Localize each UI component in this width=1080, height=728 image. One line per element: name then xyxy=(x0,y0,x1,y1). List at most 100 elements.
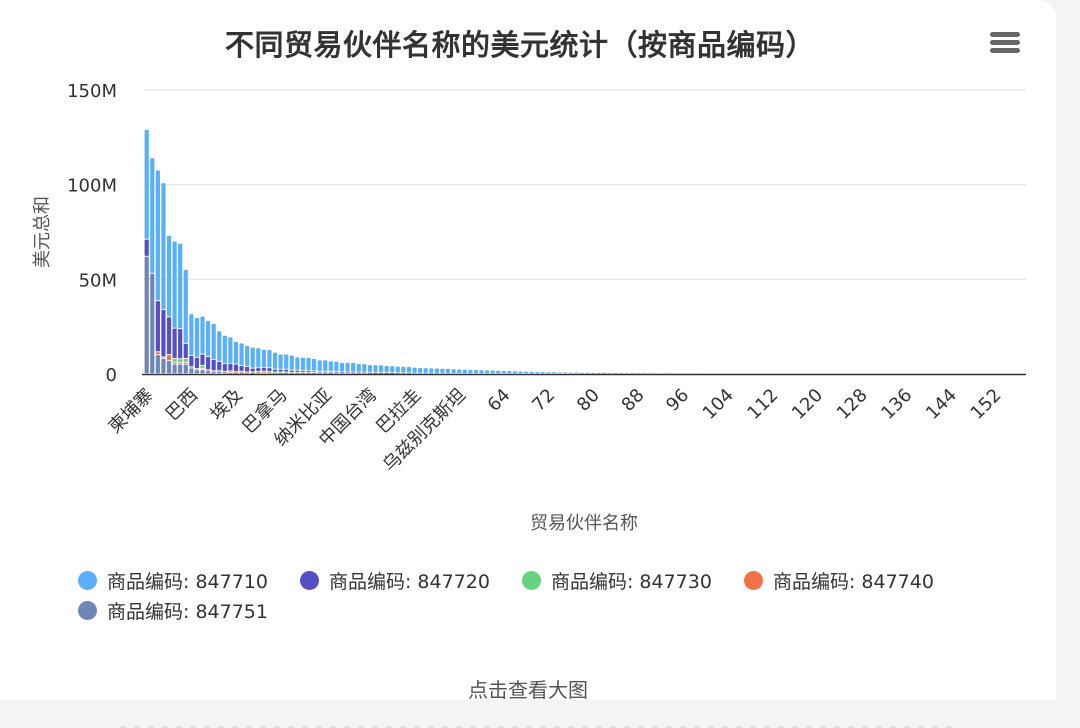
bar-segment[interactable] xyxy=(189,355,194,367)
bar-segment[interactable] xyxy=(155,301,160,352)
bar-segment[interactable] xyxy=(512,371,518,374)
bar-segment[interactable] xyxy=(323,371,328,373)
bar-segment[interactable] xyxy=(205,371,211,374)
bar-segment[interactable] xyxy=(334,372,339,373)
bar-segment[interactable] xyxy=(267,368,272,372)
bar-segment[interactable] xyxy=(406,366,412,373)
bar-segment[interactable] xyxy=(250,347,255,368)
bar-segment[interactable] xyxy=(418,367,423,373)
bar-segment[interactable] xyxy=(272,373,278,374)
bar-segment[interactable] xyxy=(261,349,266,367)
bar-segment[interactable] xyxy=(183,364,188,374)
bar-segment[interactable] xyxy=(172,328,177,359)
bar-segment[interactable] xyxy=(211,371,216,372)
bar-segment[interactable] xyxy=(233,341,239,364)
bar-segment[interactable] xyxy=(278,373,283,374)
bar-segment[interactable] xyxy=(261,371,266,373)
bar-segment[interactable] xyxy=(378,372,384,374)
bar-segment[interactable] xyxy=(245,372,250,374)
bar-segment[interactable] xyxy=(267,372,272,374)
bar-segment[interactable] xyxy=(144,256,149,374)
bar-segment[interactable] xyxy=(144,129,149,239)
bar-segment[interactable] xyxy=(434,368,439,373)
bar-segment[interactable] xyxy=(194,369,200,370)
bar-segment[interactable] xyxy=(289,370,294,373)
bar-segment[interactable] xyxy=(233,372,239,373)
bar-segment[interactable] xyxy=(183,358,188,362)
bar-segment[interactable] xyxy=(222,335,227,364)
bar-segment[interactable] xyxy=(172,364,177,374)
bar-segment[interactable] xyxy=(261,367,266,371)
bar-segment[interactable] xyxy=(222,371,227,373)
bar-segment[interactable] xyxy=(200,354,205,366)
bar-segment[interactable] xyxy=(546,372,551,374)
bar-segment[interactable] xyxy=(574,372,579,374)
bar-segment[interactable] xyxy=(295,372,300,374)
legend-item[interactable]: 商品编码: 847740 xyxy=(743,566,934,594)
bar-segment[interactable] xyxy=(362,372,367,374)
bar-segment[interactable] xyxy=(172,362,177,364)
bar-segment[interactable] xyxy=(451,369,456,374)
bar-segment[interactable] xyxy=(473,370,479,374)
bar-segment[interactable] xyxy=(300,357,306,371)
bar-segment[interactable] xyxy=(339,362,345,372)
bar-segment[interactable] xyxy=(278,354,283,369)
bar-segment[interactable] xyxy=(178,243,183,329)
bar-segment[interactable] xyxy=(462,369,467,374)
bar-segment[interactable] xyxy=(144,239,149,256)
bar-segment[interactable] xyxy=(239,371,244,373)
bar-segment[interactable] xyxy=(300,372,306,374)
bar-segment[interactable] xyxy=(166,355,172,360)
bar-segment[interactable] xyxy=(178,363,183,364)
bar-segment[interactable] xyxy=(334,361,339,372)
bar-segment[interactable] xyxy=(272,372,278,374)
bar-segment[interactable] xyxy=(211,359,216,371)
bar-segment[interactable] xyxy=(233,364,239,372)
bar-segment[interactable] xyxy=(317,371,322,373)
bar-segment[interactable] xyxy=(200,370,205,374)
bar-segment[interactable] xyxy=(189,367,194,368)
bar-segment[interactable] xyxy=(256,371,261,373)
bar-segment[interactable] xyxy=(272,352,278,369)
bar-segment[interactable] xyxy=(351,372,356,374)
bar-segment[interactable] xyxy=(317,373,322,374)
bar-segment[interactable] xyxy=(205,320,211,357)
bar-segment[interactable] xyxy=(228,363,233,371)
bar-segment[interactable] xyxy=(524,371,529,374)
bar-segment[interactable] xyxy=(401,366,406,373)
bar-segment[interactable] xyxy=(490,370,495,374)
bar-segment[interactable] xyxy=(155,355,160,374)
bar-segment[interactable] xyxy=(328,361,333,371)
bar-segment[interactable] xyxy=(323,360,328,371)
bar-segment[interactable] xyxy=(272,369,278,372)
bar-segment[interactable] xyxy=(289,372,294,374)
bar-segment[interactable] xyxy=(423,368,428,373)
bar-segment[interactable] xyxy=(328,371,333,373)
bar-segment[interactable] xyxy=(166,360,172,374)
bar-segment[interactable] xyxy=(445,368,451,373)
bar-segment[interactable] xyxy=(535,372,540,374)
bar-segment[interactable] xyxy=(356,372,361,374)
bar-segment[interactable] xyxy=(306,373,311,374)
bar-segment[interactable] xyxy=(217,371,222,372)
bar-segment[interactable] xyxy=(172,241,177,328)
bar-segment[interactable] xyxy=(183,343,188,359)
bar-segment[interactable] xyxy=(178,364,183,374)
bar-segment[interactable] xyxy=(211,372,216,374)
bar-segment[interactable] xyxy=(245,366,250,372)
bar-segment[interactable] xyxy=(367,365,372,372)
bar-segment[interactable] xyxy=(189,368,194,374)
bar-segment[interactable] xyxy=(178,359,183,363)
bar-segment[interactable] xyxy=(217,372,222,374)
bar-segment[interactable] xyxy=(150,158,155,273)
bar-segment[interactable] xyxy=(261,372,266,374)
bar-segment[interactable] xyxy=(178,328,183,359)
bar-segment[interactable] xyxy=(551,372,557,374)
legend-item[interactable]: 商品编码: 847730 xyxy=(521,566,712,594)
bar-segment[interactable] xyxy=(362,364,367,372)
bar-segment[interactable] xyxy=(166,235,172,317)
bar-segment[interactable] xyxy=(239,343,244,366)
bar-segment[interactable] xyxy=(161,310,166,357)
bar-segment[interactable] xyxy=(228,372,233,374)
bar-segment[interactable] xyxy=(390,373,395,374)
